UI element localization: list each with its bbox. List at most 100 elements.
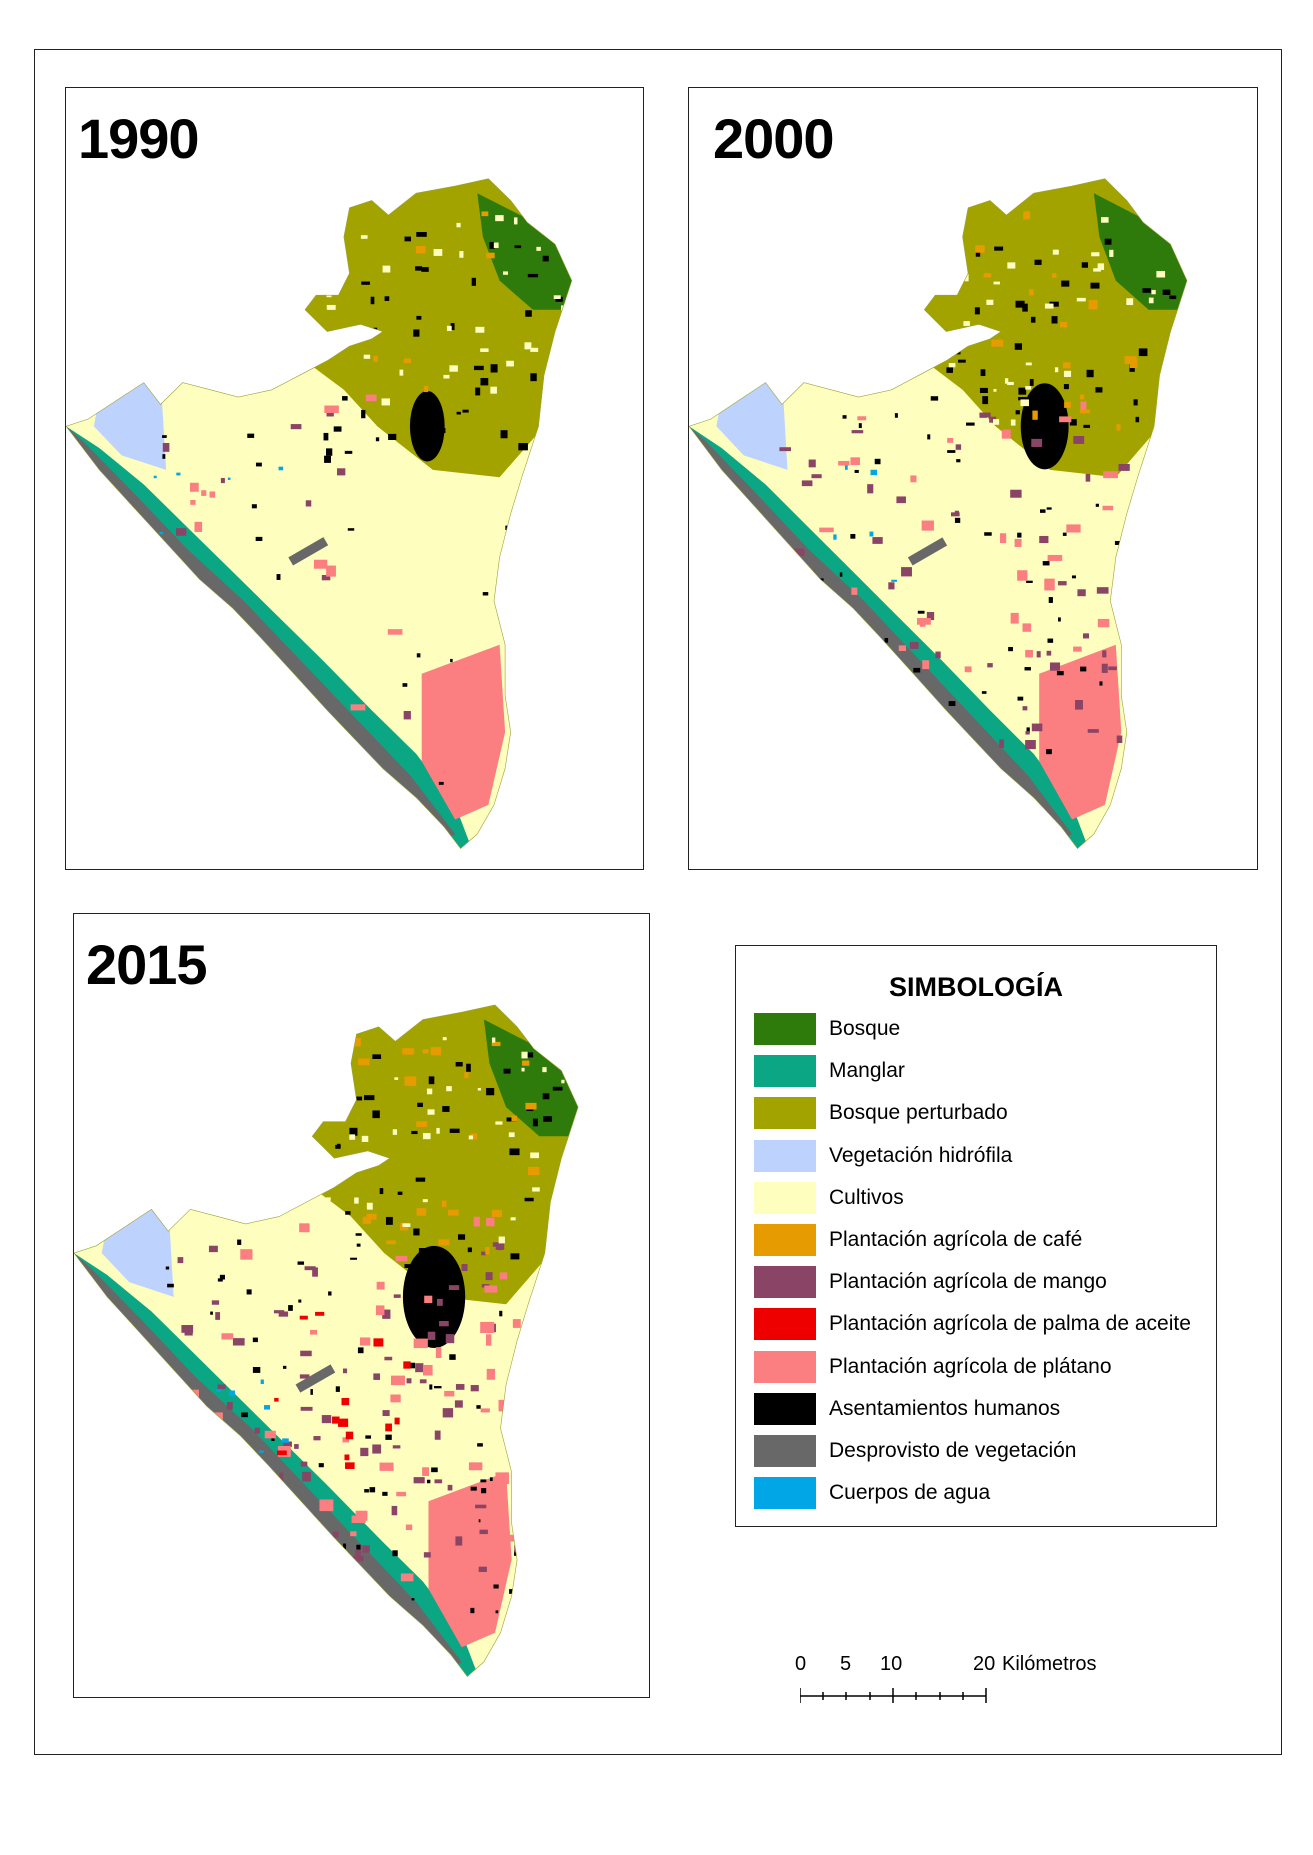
asentamiento-patch: [344, 450, 353, 454]
palma-patch: [341, 1398, 350, 1406]
cultivos-patch: [326, 1197, 331, 1201]
asentamiento-patch: [1024, 667, 1031, 671]
cultivos-patch: [1025, 362, 1032, 366]
cultivos-patch: [422, 1199, 428, 1203]
platano-patch: [819, 527, 834, 533]
asentamiento-patch: [842, 415, 847, 419]
bosque-area: [1093, 193, 1187, 310]
asentamiento-patch: [1046, 749, 1052, 755]
mango-patch: [337, 468, 346, 476]
cafe-patch: [416, 1121, 427, 1127]
asentamiento-patch: [153, 666, 158, 671]
mango-patch: [220, 477, 225, 484]
palma-patch: [315, 1311, 325, 1316]
legend-item: Plantación agrícola de mango: [754, 1261, 1191, 1303]
desprovisto-patch: [288, 537, 329, 566]
scale-bar: 0 5 10 20 Kilómetros: [795, 1653, 1096, 1713]
asentamiento-patch: [854, 469, 859, 473]
mango-patch: [1031, 438, 1043, 447]
asentamiento-patch: [500, 430, 508, 439]
cultivos-patch: [490, 386, 497, 394]
platano-patch: [299, 1223, 310, 1233]
asentamiento-patch: [561, 354, 568, 360]
mango-patch: [215, 1312, 221, 1320]
mango-patch: [455, 1384, 465, 1390]
asentamiento-patch: [917, 610, 925, 614]
asentamiento-patch: [489, 1477, 493, 1482]
cultivos-patch: [532, 1187, 540, 1192]
cafe-patch: [352, 1037, 361, 1047]
mango-patch: [1073, 436, 1085, 444]
platano-patch: [501, 1542, 510, 1549]
asentamiento-patch: [524, 1052, 534, 1058]
cultivos-patch: [521, 1067, 525, 1072]
legend-label: Cuerpos de agua: [829, 1481, 991, 1505]
cafe-patch: [1032, 410, 1038, 420]
cultivos-patch: [558, 236, 563, 244]
asentamiento-patch: [210, 1463, 217, 1469]
palma-swatch: [754, 1308, 816, 1341]
asentamientos-swatch: [754, 1392, 816, 1425]
legend-item: Bosque: [754, 1008, 1191, 1050]
cafe-patch: [415, 246, 426, 254]
asentamiento-patch: [373, 327, 378, 333]
asentamiento-patch: [470, 1486, 477, 1491]
platano-patch: [857, 416, 867, 421]
cafe-patch: [422, 1049, 429, 1054]
cafe-patch: [1064, 401, 1071, 408]
mango-patch: [475, 1504, 487, 1509]
asentamiento-patch: [1071, 575, 1076, 579]
asentamiento-patch: [1142, 288, 1151, 293]
platano-patch: [375, 1305, 385, 1316]
asentamiento-patch: [1062, 532, 1067, 536]
asentamiento-patch: [1008, 646, 1013, 652]
cultivos-patch: [1054, 367, 1059, 373]
mango-patch: [470, 1385, 479, 1392]
asentamiento-patch: [355, 1233, 362, 1236]
asentamiento-patch: [1029, 378, 1034, 386]
asentamiento-patch: [392, 1550, 398, 1557]
cultivos-patch: [442, 1037, 447, 1041]
cafe-patch: [491, 1209, 502, 1217]
asentamiento-patch: [402, 683, 408, 687]
platano-patch: [1066, 524, 1081, 533]
mango-patch: [229, 1484, 235, 1493]
asentamiento-patch: [413, 1228, 420, 1236]
platano-patch: [499, 1272, 508, 1280]
asentamiento-patch: [333, 426, 342, 432]
asentamiento-patch: [555, 392, 563, 399]
platano-patch: [260, 717, 271, 722]
mango-patch: [179, 1570, 184, 1580]
platano-patch: [851, 587, 858, 595]
region-outline: [66, 178, 573, 850]
platano-patch: [196, 1541, 208, 1550]
platano-patch: [922, 660, 930, 670]
mango-patch: [304, 1266, 316, 1271]
mango-patch: [391, 1505, 398, 1516]
platano-patch: [816, 686, 828, 692]
mango-patch: [171, 1533, 182, 1539]
mango-patch: [352, 1556, 364, 1562]
cafe-patch: [358, 1058, 370, 1066]
mango-patch: [1031, 723, 1043, 732]
platano-patch: [964, 666, 972, 673]
asentamiento-patch: [857, 668, 865, 672]
asentamiento-patch: [948, 701, 956, 706]
cafe-patch: [448, 1209, 459, 1216]
mango-patch: [442, 1408, 454, 1418]
mango-patch: [434, 1430, 441, 1440]
asentamiento-patch: [385, 1216, 393, 1225]
asentamiento-patch: [330, 1604, 335, 1611]
agua-patch: [228, 1390, 235, 1397]
asentamiento-patch: [475, 387, 481, 396]
asentamiento-patch: [490, 364, 498, 373]
mango-patch: [226, 1530, 233, 1537]
mango-patch: [393, 1294, 401, 1298]
mango-patch: [1046, 650, 1052, 656]
platano-patch: [342, 1437, 350, 1443]
asentamiento-patch: [480, 378, 489, 386]
asentamiento-patch: [189, 1404, 198, 1410]
asentamiento-patch: [324, 455, 331, 463]
asentamiento-patch: [415, 266, 423, 271]
platano-patch: [921, 520, 934, 531]
